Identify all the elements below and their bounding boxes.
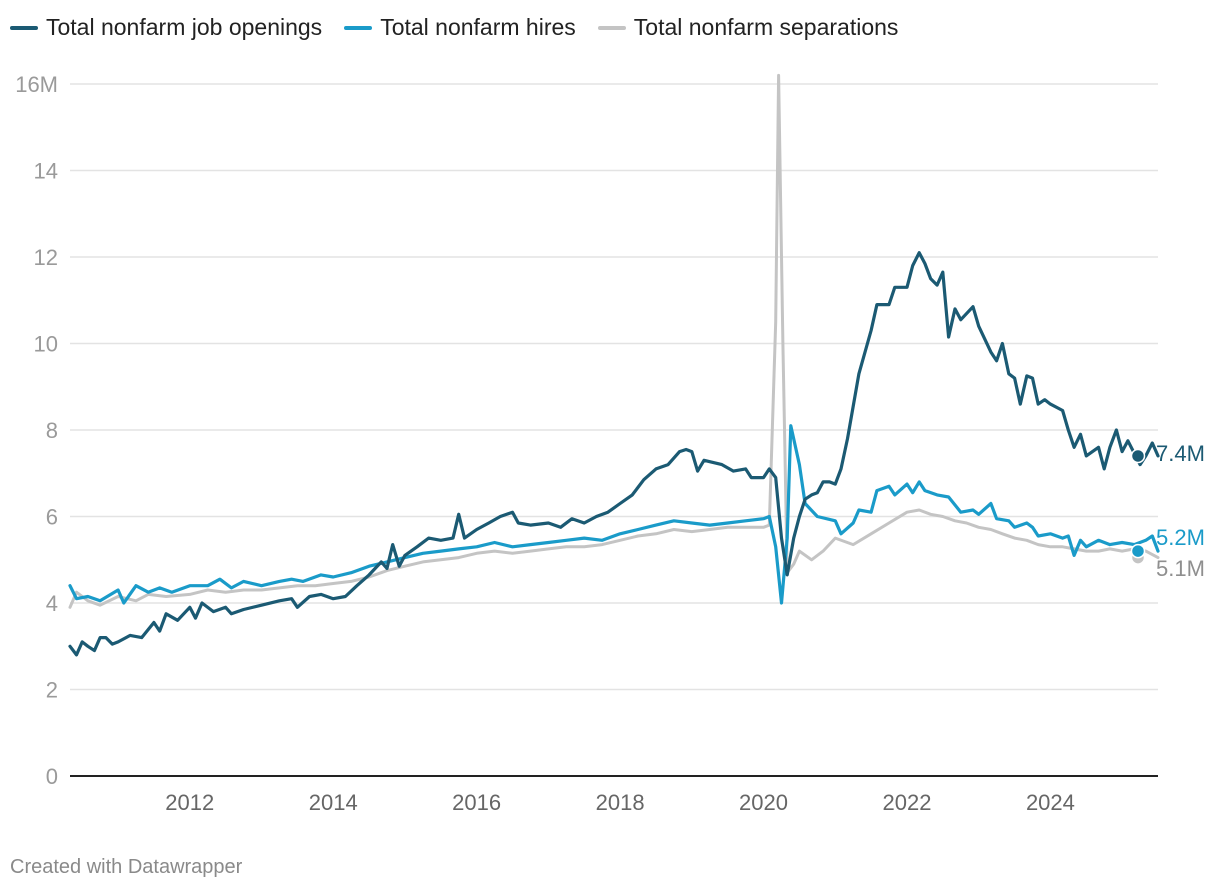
x-axis-ticks: 2012 2014 2016 2018 2020 2022 2024 [165,790,1075,815]
legend-swatch-separations [597,25,626,30]
x-tick-label-2020: 2020 [739,790,788,815]
y-tick-label-4: 4 [46,591,58,616]
y-tick-label-16: 16M [15,72,58,97]
series-line-job-openings [68,251,1160,657]
legend-item-hires: Total nonfarm hires [344,14,576,41]
x-tick-label-2022: 2022 [883,790,932,815]
series-line-hires [68,424,1160,605]
y-tick-label-0: 0 [46,764,58,789]
x-tick-label-2014: 2014 [309,790,358,815]
end-label-separations: 5.1M [1156,556,1205,581]
legend: Total nonfarm job openings Total nonfarm… [10,14,898,41]
series-line-separations [68,73,1160,609]
legend-item-separations: Total nonfarm separations [597,14,899,41]
legend-label-hires: Total nonfarm hires [380,14,576,40]
credit-text: Created with Datawrapper [10,856,243,878]
legend-item-job-openings: Total nonfarm job openings [10,14,322,41]
x-tick-label-2012: 2012 [165,790,214,815]
legend-label-separations: Total nonfarm separations [633,14,899,40]
x-tick-label-2018: 2018 [596,790,645,815]
y-tick-label-14: 14 [34,159,58,184]
end-dot-job-openings [1130,448,1146,464]
y-axis-ticks: 0 2 4 6 8 10 12 14 16M [15,72,58,789]
legend-label-job-openings: Total nonfarm job openings [46,14,323,40]
series-end-labels: 5.1M 5.2M 7.4M [1130,441,1205,581]
x-tick-label-2016: 2016 [452,790,501,815]
y-tick-label-12: 12 [34,245,58,270]
y-tick-label-10: 10 [34,332,58,357]
legend-swatch-hires [344,25,373,30]
end-label-job-openings: 7.4M [1156,441,1205,466]
end-label-hires: 5.2M [1156,525,1205,550]
x-tick-label-2024: 2024 [1026,790,1075,815]
end-dot-hires [1130,543,1146,559]
y-tick-label-2: 2 [46,678,58,703]
gridlines [70,83,1158,777]
y-tick-label-6: 6 [46,505,58,530]
y-tick-label-8: 8 [46,418,58,443]
series-lines [68,73,1160,657]
legend-swatch-job-openings [10,25,38,30]
